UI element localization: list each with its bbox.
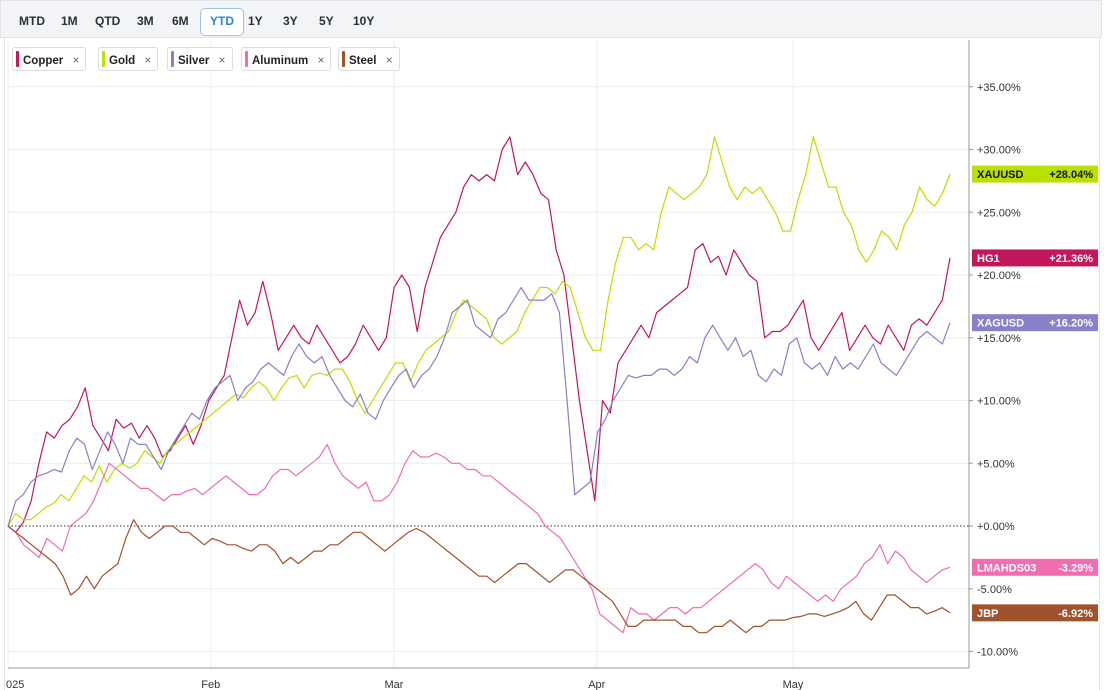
legend-swatch-gold (102, 51, 105, 67)
legend-chip-copper[interactable]: Copper × (12, 47, 87, 71)
badge-value: -6.92% (1058, 608, 1093, 620)
value-badge-aluminum (972, 558, 1098, 576)
x-tick-label: Apr (588, 679, 605, 690)
x-tick-label: Mar (384, 679, 403, 690)
range-10y[interactable]: 10Y (353, 14, 375, 28)
badge-value: +28.04% (1049, 169, 1093, 181)
range-6m[interactable]: 6M (172, 14, 189, 28)
range-3m[interactable]: 3M (137, 14, 154, 28)
badge-ticker: LMAHDS03 (977, 562, 1036, 574)
range-ytd[interactable]: YTD (200, 8, 244, 36)
legend-label-steel: Steel (349, 55, 377, 67)
close-icon[interactable]: × (72, 53, 80, 67)
range-5y[interactable]: 5Y (319, 14, 334, 28)
legend-label-copper: Copper (23, 55, 64, 67)
y-tick-label: +10.00% (977, 396, 1021, 408)
badge-ticker: HG1 (977, 253, 1000, 265)
badge-ticker: JBP (977, 608, 998, 620)
badge-ticker: XAUUSD (977, 169, 1024, 181)
range-1y[interactable]: 1Y (248, 14, 263, 28)
close-icon[interactable]: × (317, 53, 325, 67)
y-tick-label: +5.00% (977, 458, 1015, 470)
chart-frame (4, 38, 1100, 690)
legend-chip-aluminum[interactable]: Aluminum × (241, 47, 332, 71)
badge-ticker: XAGUSD (977, 318, 1024, 330)
legend-swatch-steel (342, 51, 345, 67)
range-qtd[interactable]: QTD (95, 14, 121, 28)
legend-chip-steel[interactable]: Steel × (338, 47, 400, 71)
range-toolbar: MTD 1M QTD 3M 6M YTD 1Y 3Y 5Y 10Y (0, 0, 1102, 38)
badge-value: -3.29% (1058, 562, 1093, 574)
y-tick-label: +15.00% (977, 333, 1021, 345)
y-tick-label: +20.00% (977, 270, 1021, 282)
close-icon[interactable]: × (385, 53, 393, 67)
range-3y[interactable]: 3Y (283, 14, 298, 28)
legend-chip-gold[interactable]: Gold × (98, 47, 159, 71)
y-tick-label: +0.00% (977, 521, 1015, 533)
x-tick-label: 025 (6, 679, 24, 690)
legend-swatch-copper (16, 51, 19, 67)
value-badge-steel (972, 604, 1098, 622)
legend-swatch-silver (171, 51, 174, 67)
y-tick-label: -10.00% (977, 647, 1018, 659)
y-tick-label: +30.00% (977, 145, 1021, 157)
legend-swatch-aluminum (245, 51, 248, 67)
close-icon[interactable]: × (218, 53, 226, 67)
value-badge-copper (972, 249, 1098, 267)
value-badge-gold (972, 165, 1098, 183)
range-1m[interactable]: 1M (61, 14, 78, 28)
badge-value: +16.20% (1049, 318, 1093, 330)
series-line-aluminum (7, 443, 951, 634)
x-tick-label: May (783, 679, 804, 690)
x-tick-label: Feb (201, 679, 220, 690)
series-line-gold (7, 136, 951, 527)
badge-value: +21.36% (1049, 253, 1093, 265)
legend-label-aluminum: Aluminum (252, 55, 309, 67)
value-badge-silver (972, 314, 1098, 332)
series-line-steel (7, 519, 951, 634)
legend-label-gold: Gold (109, 55, 136, 67)
close-icon[interactable]: × (144, 53, 152, 67)
range-mtd[interactable]: MTD (19, 14, 45, 28)
y-tick-label: +35.00% (977, 82, 1021, 94)
series-line-silver (7, 286, 951, 527)
legend-label-silver: Silver (178, 55, 210, 67)
legend-chip-silver[interactable]: Silver × (167, 47, 233, 71)
y-tick-label: -5.00% (977, 584, 1012, 596)
y-tick-label: +25.00% (977, 207, 1021, 219)
